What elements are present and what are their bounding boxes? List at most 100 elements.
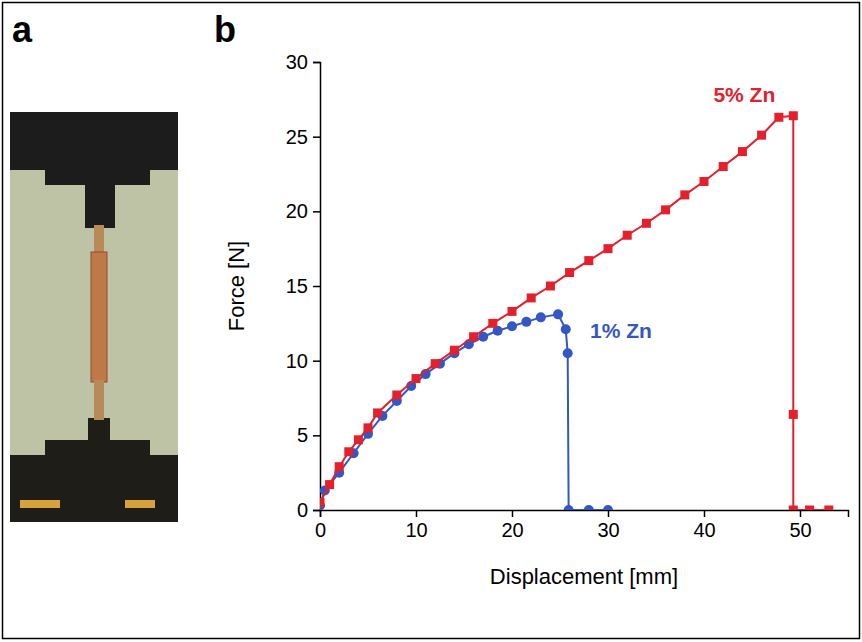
data-point [700,177,709,186]
panel-label: a [12,9,33,50]
x-tick-mark [416,510,418,517]
data-point [546,282,555,291]
y-tick-label: 25 [286,126,308,148]
data-point [719,162,728,171]
data-point [508,307,517,316]
series-label: 1% Zn [590,319,652,342]
y-tick-mark [313,360,320,362]
grip-highlight [125,500,155,508]
figure-frame [3,3,860,639]
data-point [774,113,783,122]
data-point [469,332,478,341]
photo-background [10,112,178,522]
y-tick-label: 20 [286,200,308,222]
x-tick-label: 30 [597,519,619,541]
y-tick: 0 [297,499,320,521]
x-tick: 20 [501,510,523,541]
panel-a [10,112,178,522]
data-point [680,190,689,199]
x-tick: 10 [405,510,427,541]
x-tick-label: 10 [405,519,427,541]
data-point [805,506,814,511]
x-tick-label: 0 [315,519,326,541]
series-markers [320,111,833,510]
y-tick: 5 [297,424,320,446]
x-axis-line [321,511,849,518]
data-point [450,346,459,355]
y-axis-title: Force [N] [224,241,249,331]
grip-highlight [20,500,60,508]
series-label: 5% Zn [713,83,775,106]
data-point [824,506,833,511]
data-point [521,317,531,327]
y-tick: 20 [286,200,320,222]
y-tick-mark [313,435,320,437]
y-tick: 10 [286,350,320,372]
y-tick-label: 30 [286,51,308,73]
data-point [604,244,613,253]
figure: ab01020304050051015202530Displacement [m… [0,0,862,642]
data-point [584,505,594,510]
data-point [661,205,670,214]
y-tick-label: 10 [286,350,308,372]
y-tick-mark [313,136,320,138]
specimen [91,252,107,382]
data-point [431,359,440,368]
data-point [623,231,632,240]
data-point [373,408,382,417]
data-point [789,111,798,120]
data-point [344,447,353,456]
data-point [320,498,325,507]
data-point [603,505,613,510]
data-point [364,423,373,432]
panel-label: b [214,9,236,50]
y-tick-label: 15 [286,275,308,297]
x-tick-mark [608,510,610,517]
y-tick-mark [313,510,320,512]
data-point [757,131,766,140]
y-tick-mark [313,62,320,64]
series-line [320,116,829,510]
data-point [561,324,571,334]
data-point [536,312,546,322]
data-point [325,480,334,489]
data-point [584,256,593,265]
y-tick-label: 5 [297,424,308,446]
data-point [335,462,344,471]
x-tick-mark [704,510,706,517]
data-point [789,410,798,419]
y-tick: 15 [286,275,320,297]
y-axis-line [313,63,321,511]
data-point [507,321,517,331]
data-point [392,391,401,400]
specimen-neck [94,225,104,255]
data-point [412,374,421,383]
data-point [564,505,574,510]
x-tick: 30 [597,510,619,541]
x-tick-label: 20 [501,519,523,541]
y-tick-mark [313,211,320,213]
x-axis: 01020304050 [315,510,849,541]
plot-area [320,111,833,510]
specimen-neck [94,380,104,420]
x-tick: 0 [315,510,326,541]
data-point [488,319,497,328]
data-point [354,435,363,444]
y-tick: 25 [286,126,320,148]
y-axis: 0 5 10 15 20 25 30 [286,51,321,521]
y-tick-mark [313,286,320,288]
data-point [563,348,573,358]
x-tick: 50 [789,510,811,541]
data-point [789,506,798,511]
upper-grip [10,112,178,228]
data-point [527,293,536,302]
data-point [565,268,574,277]
x-axis-title: Displacement [mm] [490,564,678,589]
data-point [642,219,651,228]
y-tick-label: 0 [297,499,308,521]
data-point [738,147,747,156]
series-markers [320,309,613,510]
y-tick: 30 [286,51,320,73]
x-tick-label: 50 [789,519,811,541]
x-tick-mark [512,510,514,517]
